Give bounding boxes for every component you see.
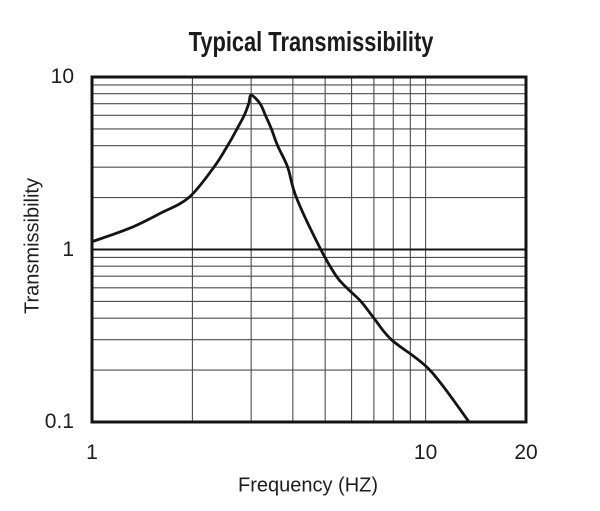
plot-border (90, 75, 528, 424)
y-tick-label: 1 (62, 237, 74, 261)
transmissibility-curve (90, 93, 471, 424)
x-tick-label: 20 (514, 441, 538, 464)
x-tick-label: 10 (413, 441, 438, 464)
chart-title: Typical Transmissibility (188, 26, 434, 57)
x-tick-label: 1 (86, 441, 98, 464)
y-tick-label: 10 (50, 65, 74, 88)
x-axis-title: Frequency (HZ) (237, 474, 379, 497)
y-tick-label: 0.1 (44, 410, 74, 433)
